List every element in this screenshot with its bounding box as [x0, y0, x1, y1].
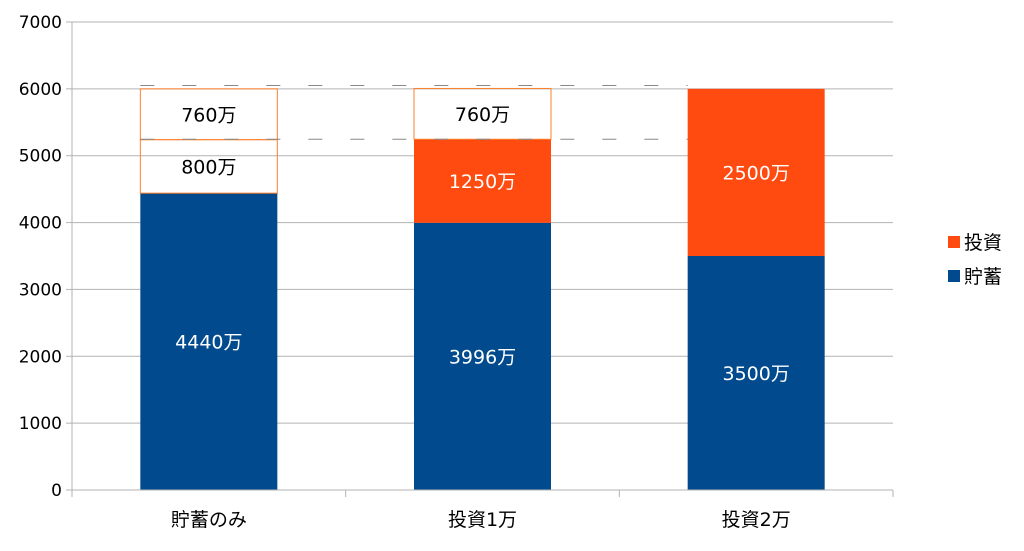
axes — [71, 22, 894, 497]
x-axis-labels: 貯蓄のみ 投資1万 投資2万 — [171, 509, 791, 531]
bar-value-label: 4440万 — [175, 332, 242, 354]
x-category-label: 貯蓄のみ — [171, 509, 247, 531]
y-tick-label: 1000 — [19, 414, 62, 434]
overlay-value-label: 800万 — [181, 156, 236, 178]
y-tick-label: 3000 — [19, 280, 62, 300]
reference-lines — [140, 85, 688, 140]
legend-swatch — [948, 236, 960, 248]
bar-value-label: 3500万 — [722, 363, 789, 385]
y-tick-label: 5000 — [19, 147, 62, 167]
x-category-label: 投資2万 — [722, 509, 791, 531]
overlay-boxes: 800万 760万 760万 — [139, 87, 552, 194]
legend-label: 投資 — [964, 232, 1002, 254]
overlay-box — [139, 88, 278, 141]
y-tick-label: 2000 — [19, 347, 62, 367]
bar-value-label: 2500万 — [722, 162, 789, 184]
bar-savings — [687, 256, 825, 490]
legend-label: 貯蓄 — [964, 266, 1002, 288]
bar-investment — [687, 88, 825, 256]
overlay-value-label: 760万 — [181, 104, 236, 126]
legend-swatch — [948, 270, 960, 282]
overlay-value-label: 760万 — [455, 104, 510, 126]
bar-value-label: 1250万 — [449, 171, 516, 193]
bar-investment — [414, 139, 551, 223]
y-tick-label: 0 — [51, 481, 62, 501]
bars: 4440万 3996万 1250万 3500万 2500万 — [140, 88, 825, 490]
y-tick-label: 6000 — [19, 80, 62, 100]
bar-savings — [140, 193, 278, 490]
bar-savings — [414, 222, 551, 490]
y-axis-ticks: 0 1000 2000 3000 4000 5000 6000 7000 — [19, 13, 72, 501]
bar-value-label: 3996万 — [449, 346, 516, 368]
x-category-label: 投資1万 — [448, 509, 517, 531]
y-tick-label: 7000 — [19, 13, 62, 33]
y-tick-label: 4000 — [19, 214, 62, 234]
